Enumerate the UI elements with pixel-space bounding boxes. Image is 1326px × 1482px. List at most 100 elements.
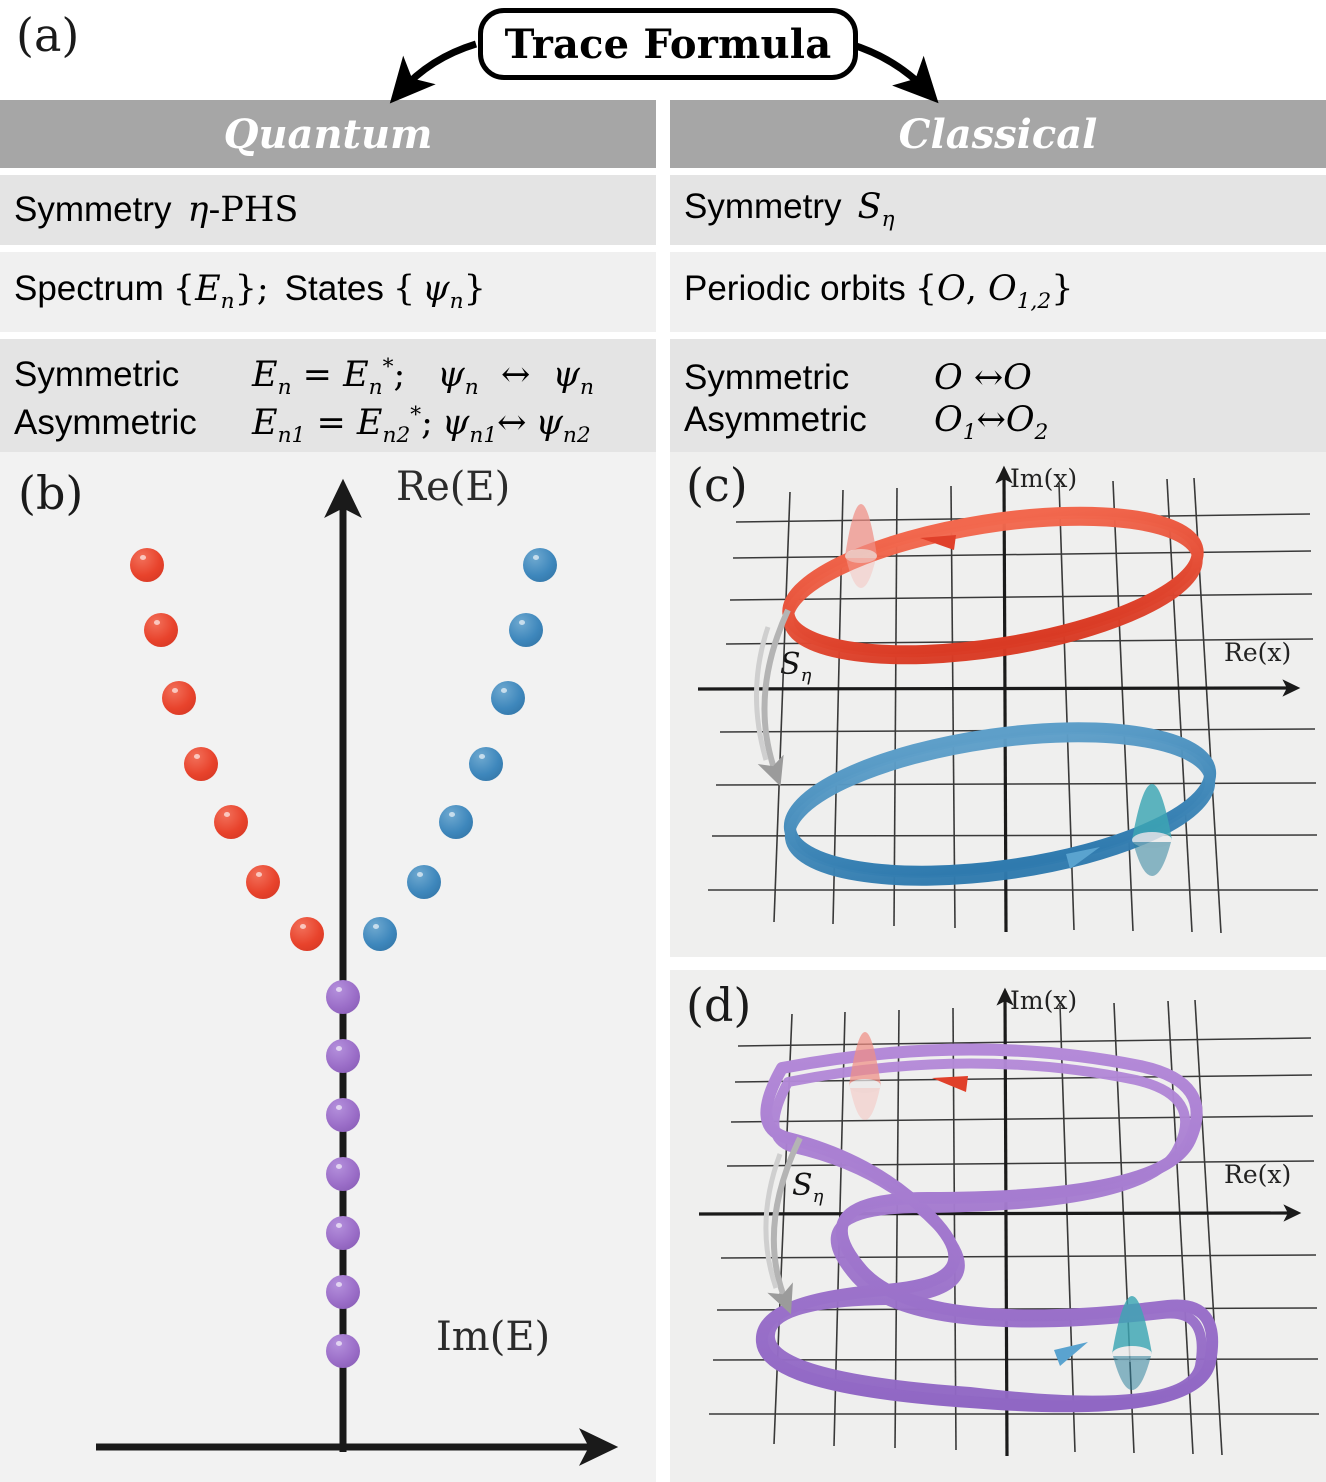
asymmetric-states: ψn1↔ ψn2 bbox=[441, 403, 591, 448]
spectrum-dot-red bbox=[144, 613, 178, 647]
spectrum-dot-purple bbox=[326, 1334, 360, 1368]
panel-b-spectrum-plot: (b) Re(E) Im(E) bbox=[0, 452, 656, 1482]
spectrum-dot-red bbox=[130, 548, 164, 582]
row-divider bbox=[670, 168, 1326, 175]
panel-label-d: (d) bbox=[686, 978, 752, 1032]
asymmetric-energy: En1 = En2*; bbox=[252, 402, 433, 448]
panel-c-orbit-plot: (c) Im(x) Re(x) Sη bbox=[670, 452, 1326, 957]
classical-table: Classical Symmetry Sη Periodic orbits {O… bbox=[670, 100, 1326, 465]
periodic-orbits-label: Periodic orbits bbox=[684, 269, 906, 309]
classical-row-orbits: Periodic orbits {O, O1,2} bbox=[670, 252, 1326, 332]
quantum-asymmetric-line: Asymmetric En1 = En2*; ψn1↔ ψn2 bbox=[14, 402, 656, 449]
spectrum-dot-purple bbox=[326, 1275, 360, 1309]
symmetry-map-arrow-d bbox=[763, 1136, 803, 1315]
quantum-symmetric-line: Symmetric En = En*; ψn ↔ ψn bbox=[14, 354, 656, 401]
classical-row-symmetry: Symmetry Sη bbox=[670, 175, 1326, 245]
spectrum-dot-red bbox=[214, 805, 248, 839]
panel-label-a: (a) bbox=[16, 8, 80, 62]
classical-row-symmetry-classes: Symmetric O ↔O Asymmetric O1↔O2 bbox=[670, 339, 1326, 465]
symmetry-operator-label-d: Sη bbox=[792, 1168, 824, 1207]
states-label: States bbox=[284, 269, 384, 309]
quantum-row-symmetry-classes: Symmetric En = En*; ψn ↔ ψn Asymmetric E… bbox=[0, 339, 656, 465]
spectrum-dot-red bbox=[184, 747, 218, 781]
blue-orbit bbox=[783, 722, 1217, 886]
row-divider bbox=[670, 245, 1326, 252]
quantum-spectrum-text: Spectrum {En}; States { ψn} bbox=[14, 269, 656, 315]
im-x-axis-label-d: Im(x) bbox=[1010, 986, 1078, 1015]
red-orbit-arrow bbox=[920, 535, 956, 550]
spectrum-dot-blue bbox=[469, 747, 503, 781]
quantum-symmetry-text: Symmetry η -PHS bbox=[14, 190, 656, 230]
trace-formula-arrows bbox=[389, 40, 939, 104]
symmetric-label: Symmetric bbox=[14, 355, 180, 395]
spectrum-dot-purple bbox=[326, 1157, 360, 1191]
quantum-row-symmetry: Symmetry η -PHS bbox=[0, 175, 656, 245]
spectrum-dot-blue bbox=[439, 805, 473, 839]
spectrum-dot-red bbox=[290, 917, 324, 951]
spectrum-set: {En}; bbox=[172, 269, 269, 315]
spectrum-dot-purple bbox=[326, 980, 360, 1014]
panel-b-axes bbox=[96, 478, 619, 1466]
spectrum-dot-blue bbox=[491, 681, 525, 715]
trace-formula-box: Trace Formula bbox=[478, 8, 858, 80]
classical-symmetry-text: Symmetry Sη bbox=[684, 187, 1326, 233]
classical-asymmetric-line: Asymmetric O1↔O2 bbox=[684, 400, 1326, 446]
trace-formula-label: Trace Formula bbox=[504, 20, 832, 68]
eta-symbol: η bbox=[187, 189, 209, 230]
symmetric-states: ψn ↔ ψn bbox=[437, 355, 594, 401]
quantum-table: Quantum Symmetry η -PHS Spectrum {En}; S… bbox=[0, 100, 656, 465]
asymmetric-orbits: O1↔O2 bbox=[934, 400, 1049, 446]
spectrum-dot-purple bbox=[326, 1098, 360, 1132]
symmetric-label: Symmetric bbox=[684, 357, 850, 397]
classical-orbits-text: Periodic orbits {O, O1,2} bbox=[684, 269, 1326, 315]
im-e-axis-label: Im(E) bbox=[436, 1314, 551, 1360]
panel-a-table-section: (a) Trace Formula Quantum Symmetry η -PH… bbox=[0, 0, 1326, 465]
re-x-axis-label-d: Re(x) bbox=[1224, 1160, 1292, 1189]
symmetric-orbits: O ↔O bbox=[934, 357, 1032, 398]
classical-symmetric-line: Symmetric O ↔O bbox=[684, 358, 1326, 398]
row-divider bbox=[0, 168, 656, 175]
spectrum-dot-red bbox=[162, 681, 196, 715]
panel-d-graphics bbox=[698, 987, 1319, 1457]
im-x-axis-label-c: Im(x) bbox=[1010, 464, 1078, 493]
red-orbit-arrow-d bbox=[932, 1076, 968, 1092]
blue-wavepacket-cone-d bbox=[1112, 1296, 1152, 1390]
re-e-axis-label: Re(E) bbox=[396, 464, 511, 510]
spectrum-dot-blue bbox=[523, 548, 557, 582]
quantum-header-label: Quantum bbox=[223, 110, 433, 158]
spectrum-dot-blue bbox=[509, 613, 543, 647]
s-eta-symbol: Sη bbox=[857, 187, 895, 233]
classical-header-label: Classical bbox=[898, 110, 1098, 158]
red-wavepacket-cone bbox=[845, 504, 877, 588]
orbit-set: {O, O1,2} bbox=[914, 269, 1074, 315]
panel-label-b: (b) bbox=[18, 466, 84, 520]
spectrum-dot-purple bbox=[326, 1039, 360, 1073]
spectrum-dot-purple bbox=[326, 1216, 360, 1250]
symmetric-energy: En = En*; bbox=[252, 354, 406, 401]
asymmetric-label: Asymmetric bbox=[684, 400, 867, 440]
blue-wavepacket-cone bbox=[1132, 784, 1172, 876]
red-wavepacket-cone-d bbox=[849, 1032, 881, 1120]
asymmetric-label: Asymmetric bbox=[14, 403, 197, 442]
classical-symmetry-label: Symmetry bbox=[684, 187, 842, 227]
quantum-header: Quantum bbox=[0, 100, 656, 168]
symmetry-map-arrow bbox=[754, 608, 791, 787]
row-divider bbox=[670, 332, 1326, 339]
quantum-row-spectrum: Spectrum {En}; States { ψn} bbox=[0, 252, 656, 332]
blue-orbit-arrow-d bbox=[1054, 1342, 1088, 1366]
row-divider bbox=[0, 245, 656, 252]
purple-orbit bbox=[755, 1043, 1219, 1413]
spectrum-dot-blue bbox=[407, 865, 441, 899]
quantum-spectrum-label: Spectrum bbox=[14, 269, 164, 309]
row-divider bbox=[0, 332, 656, 339]
phs-label: -PHS bbox=[208, 189, 299, 230]
symmetry-operator-label-c: Sη bbox=[780, 647, 812, 686]
blue-orbit-arrow bbox=[1066, 847, 1100, 869]
spectrum-dot-blue bbox=[363, 917, 397, 951]
panel-d-orbit-plot: (d) Im(x) Re(x) Sη bbox=[670, 970, 1326, 1482]
re-x-axis-label-c: Re(x) bbox=[1224, 638, 1292, 667]
panel-label-c: (c) bbox=[686, 458, 748, 512]
states-set: { ψn} bbox=[392, 269, 486, 315]
panel-c-graphics bbox=[697, 465, 1318, 934]
classical-header: Classical bbox=[670, 100, 1326, 168]
